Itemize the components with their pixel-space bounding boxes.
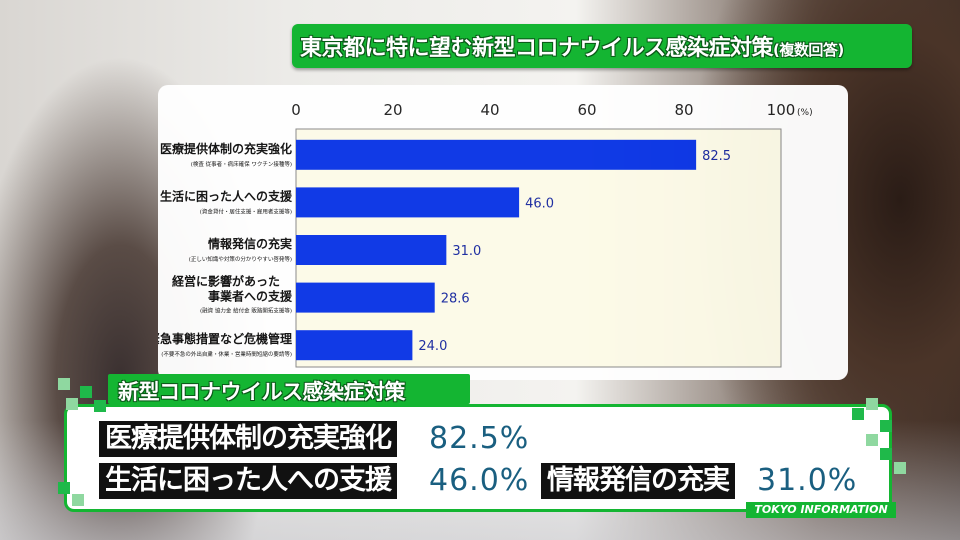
bar	[296, 235, 447, 265]
decor-square	[880, 448, 892, 460]
x-tick-label: 40	[480, 101, 499, 119]
decor-square	[866, 398, 878, 410]
chart-panel: 0 20 40 60 80 100 (%) 82.5 医療提供体制の充実強化 (検査 従事者・病床…	[158, 85, 848, 380]
item2-label: 生活に困った人への支援	[99, 463, 397, 499]
category-label-line2: 事業者への支援	[208, 289, 293, 304]
decor-square	[80, 386, 92, 398]
bar	[296, 282, 435, 313]
decor-square	[58, 378, 70, 390]
decor-square	[880, 420, 892, 432]
decor-square	[866, 434, 878, 446]
chart-title-sub: (複数回答)	[773, 41, 844, 59]
bar-value-label: 82.5	[702, 149, 731, 164]
title-banner: 東京都に特に望む新型コロナウイルス感染症対策(複数回答)	[292, 24, 912, 68]
x-tick-label: 100	[767, 101, 796, 119]
item1-value: 82.5%	[429, 421, 530, 456]
decor-square	[72, 494, 84, 506]
bar-value-label: 24.0	[418, 339, 447, 354]
x-unit-label: (%)	[797, 108, 813, 118]
item3-value: 31.0%	[757, 463, 858, 498]
category-note: (正しい知識や対策の分かりやすい啓発等)	[189, 255, 292, 263]
bar	[296, 187, 520, 218]
category-note: (資金貸付・居住支援・雇用者支援等)	[200, 207, 292, 215]
item1-label: 医療提供体制の充実強化	[99, 421, 397, 457]
lower-third-title: 新型コロナウイルス感染症対策	[118, 380, 406, 404]
bar-chart: 0 20 40 60 80 100 (%) 82.5 医療提供体制の充実強化 (検査 従事者・病床…	[158, 101, 813, 368]
item3-label: 情報発信の充実	[541, 463, 735, 499]
category-note: (検査 従事者・病床確保 ワクチン接種等)	[191, 160, 292, 168]
decor-square	[894, 462, 906, 474]
credit-badge: TOKYO INFORMATION	[746, 502, 896, 518]
x-tick-label: 20	[383, 101, 402, 119]
category-label: 生活に困った人への支援	[160, 188, 293, 203]
item2-value: 46.0%	[429, 463, 530, 498]
bar	[296, 139, 697, 170]
decor-square	[852, 408, 864, 420]
chart-title-main: 東京都に特に望む新型コロナウイルス感染症対策	[300, 36, 774, 61]
category-note: (融資 協力金 給付金 販路開拓支援等)	[200, 307, 292, 315]
bar-value-label: 31.0	[452, 244, 481, 259]
decor-square	[58, 482, 70, 494]
decor-square	[94, 400, 106, 412]
category-label: 情報発信の充実	[208, 236, 292, 251]
chart-title: 東京都に特に望む新型コロナウイルス感染症対策(複数回答)	[300, 30, 844, 62]
category-label: 緊急事態措置など危機管理	[158, 331, 292, 346]
x-tick-label: 60	[577, 101, 596, 119]
lower-third-header: 新型コロナウイルス感染症対策	[108, 374, 470, 404]
decor-square	[66, 398, 78, 410]
bar-value-label: 28.6	[441, 292, 470, 307]
lower-third-box: 医療提供体制の充実強化 82.5% 生活に困った人への支援 46.0% 情報発信…	[64, 404, 892, 512]
bar-value-label: 46.0	[525, 196, 554, 211]
x-tick-label: 0	[291, 101, 301, 119]
x-tick-label: 80	[674, 101, 693, 119]
category-label: 医療提供体制の充実強化	[160, 141, 292, 156]
bar	[296, 330, 413, 361]
category-label: 経営に影響があった	[172, 274, 280, 289]
category-note: (不要不急の外出自粛・休業・営業時間短縮の要請等)	[161, 350, 292, 358]
